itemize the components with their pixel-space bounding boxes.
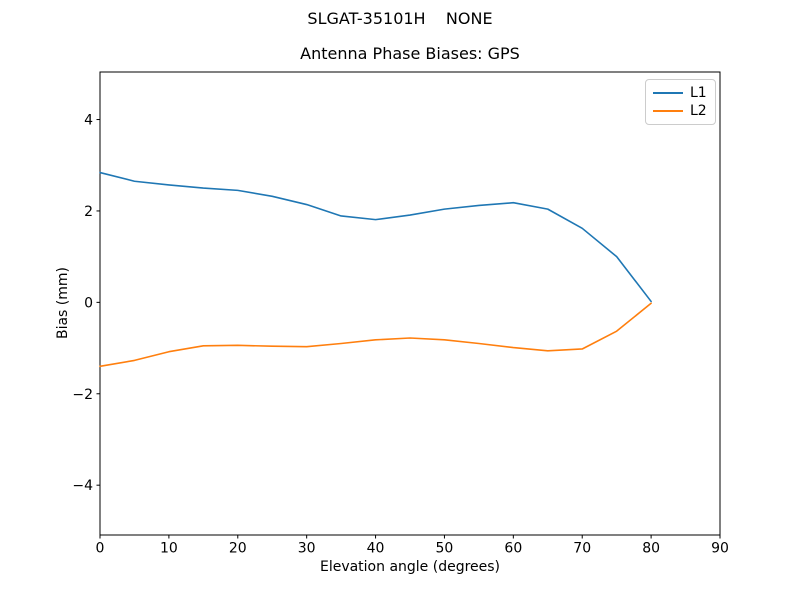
y-tick-label: 2 (84, 204, 93, 220)
chart-title: Antenna Phase Biases: GPS (300, 44, 520, 63)
y-tick-label: 0 (84, 295, 93, 311)
x-tick-label: 70 (573, 541, 591, 557)
series-line-l1 (99, 171, 652, 303)
plot-border (99, 71, 721, 536)
legend-line-sample-l2 (653, 110, 683, 112)
figure-suptitle: SLGAT-35101H NONE (307, 9, 493, 28)
x-tick-label: 0 (96, 541, 105, 557)
x-tick-label: 30 (298, 541, 316, 557)
x-tick-label: 50 (436, 541, 454, 557)
legend-entry-l1: L1 (653, 84, 707, 102)
y-tick-label: −4 (72, 478, 93, 494)
x-tick-label: 90 (711, 541, 729, 557)
y-axis: −4 −2 0 2 4 (72, 113, 100, 494)
x-tick-label: 20 (229, 541, 247, 557)
y-axis-label: Bias (mm) (55, 266, 71, 340)
series-line-l2 (99, 302, 652, 368)
x-tick-label: 40 (367, 541, 385, 557)
legend-label-l1: L1 (690, 85, 707, 101)
y-tick-label: −2 (72, 387, 93, 403)
x-tick-label: 80 (642, 541, 660, 557)
legend-entry-l2: L2 (653, 102, 707, 120)
x-tick-label: 60 (504, 541, 522, 557)
x-tick-label: 10 (160, 541, 178, 557)
y-tick-label: 4 (84, 113, 93, 129)
legend: L1 L2 (645, 79, 716, 125)
x-axis: 0 10 20 30 40 50 60 70 80 90 (96, 535, 729, 557)
x-axis-label: Elevation angle (degrees) (319, 559, 501, 575)
legend-label-l2: L2 (690, 103, 707, 119)
legend-line-sample-l1 (653, 92, 683, 94)
